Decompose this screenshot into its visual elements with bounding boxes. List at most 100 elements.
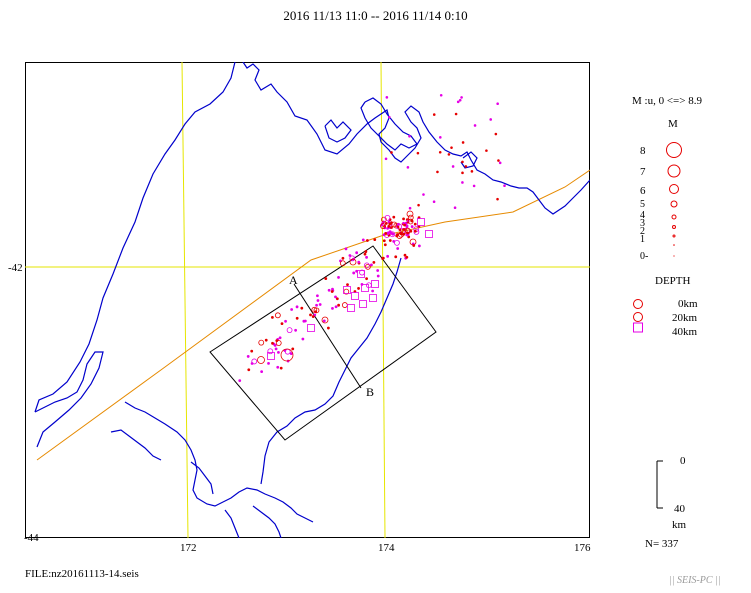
y-tick-42: -42 xyxy=(8,262,23,274)
epicentre-marker xyxy=(355,251,359,255)
epicentre-marker xyxy=(311,306,318,313)
epicentre-marker xyxy=(315,303,318,307)
epicentre-marker xyxy=(402,217,405,221)
epicentre-marker xyxy=(372,260,376,264)
epicentre-marker xyxy=(271,315,274,319)
epicentre-marker xyxy=(365,239,369,242)
epicentre-marker xyxy=(407,218,414,225)
epicentre-marker xyxy=(264,338,268,342)
epicentre-marker xyxy=(335,297,339,301)
epicentre-marker xyxy=(408,134,411,138)
epicentre-marker xyxy=(352,271,356,275)
depth-shallow-symbol xyxy=(633,299,643,309)
epicentre-marker xyxy=(461,181,464,184)
y-tick-44: -44 xyxy=(24,532,39,544)
epicentre-marker xyxy=(258,339,265,346)
epicentre-marker xyxy=(295,316,299,320)
epicentre-marker xyxy=(391,232,395,236)
epicentre-marker xyxy=(331,287,334,291)
epicentre-marker xyxy=(496,102,499,106)
epicentre-marker xyxy=(337,276,340,279)
epicentre-marker xyxy=(277,350,280,354)
epicentre-marker-deep xyxy=(351,292,359,300)
epicentre-marker xyxy=(295,305,299,309)
depth-label-0: 0km xyxy=(678,298,698,310)
magnitude-level-7: 1 xyxy=(640,234,645,245)
epicentre-marker xyxy=(300,306,304,310)
epicentre-marker xyxy=(290,308,294,311)
depth-label-20: 20km xyxy=(672,312,698,324)
epicentre-marker xyxy=(289,352,293,355)
epicentre-marker-deep xyxy=(359,300,367,308)
epicentre-marker xyxy=(456,100,460,104)
epicentre-marker xyxy=(386,232,390,236)
epicentre-marker xyxy=(321,316,329,324)
epicentre-marker xyxy=(274,347,278,351)
epicentre-marker-deep xyxy=(371,280,379,288)
epicentre-marker xyxy=(376,269,380,272)
epicentre-marker xyxy=(284,319,287,323)
epicentre-marker xyxy=(402,228,406,231)
epicentre-marker xyxy=(405,224,409,228)
map-title: 2016 11/13 11:0 -- 2016 11/14 0:10 xyxy=(283,8,468,23)
epicentre-marker xyxy=(380,216,387,223)
epicentre-marker xyxy=(286,327,293,334)
epicentre-marker xyxy=(363,252,367,256)
epicentre-marker xyxy=(503,184,506,188)
epicentre-marker xyxy=(274,312,281,319)
epicentre-marker xyxy=(339,260,346,267)
depth-header: DEPTH xyxy=(655,275,691,287)
magnitude-level-6: 2 xyxy=(640,226,645,237)
epicentre-marker xyxy=(246,355,250,358)
epicentre-marker xyxy=(334,305,338,309)
epicentre-marker xyxy=(373,238,377,241)
epicentre-marker xyxy=(406,166,410,169)
epicentre-marker xyxy=(250,349,254,353)
epicentre-marker-deep xyxy=(361,284,369,292)
epicentre-marker xyxy=(349,258,357,266)
epicentre-marker xyxy=(494,132,498,136)
epicentre-marker xyxy=(383,243,387,247)
epicentre-marker xyxy=(384,231,388,235)
epicentre-marker xyxy=(330,290,334,293)
epicentre-marker xyxy=(407,235,411,239)
magnitude-level-0: 8 xyxy=(640,145,646,157)
epicentre-marker xyxy=(238,379,242,383)
epicentre-marker xyxy=(278,336,282,340)
epicentre-marker xyxy=(489,118,493,121)
epicentre-marker xyxy=(326,326,330,330)
coastline xyxy=(34,62,590,538)
epicentre-marker xyxy=(436,170,439,174)
epicentre-marker xyxy=(458,98,462,102)
epicentre-marker xyxy=(381,257,385,260)
file-label: FILE:nz20161113-14.seis xyxy=(25,568,139,580)
epicentre-markers xyxy=(238,93,506,383)
epicentre-marker-deep xyxy=(267,352,275,360)
magnitude-level-8: 0- xyxy=(640,251,649,262)
epicentre-marker xyxy=(318,303,322,306)
epicentre-marker xyxy=(380,223,386,229)
epicentre-marker xyxy=(413,229,420,235)
epicentre-marker xyxy=(438,150,442,154)
epicentre-marker xyxy=(271,341,274,345)
epicentre-marker xyxy=(406,231,410,235)
epicentre-marker xyxy=(407,214,414,221)
epicentre-marker xyxy=(303,319,307,323)
epicentre-marker xyxy=(260,370,264,374)
depth-symbols xyxy=(633,299,643,333)
epicentre-marker xyxy=(439,93,443,97)
epicentre-marker xyxy=(405,255,409,259)
epicentre-marker xyxy=(316,299,320,302)
epicentre-marker xyxy=(390,151,393,154)
epicentre-marker xyxy=(313,313,317,317)
epicentre-marker xyxy=(385,96,389,99)
magnitude-level-5: 3 xyxy=(640,218,645,229)
epicentre-marker xyxy=(497,159,500,162)
epicentre-marker xyxy=(417,244,421,248)
epicentre-marker xyxy=(394,239,400,246)
epicentre-marker xyxy=(403,223,406,227)
epicentre-marker xyxy=(382,239,386,243)
epicentre-marker xyxy=(413,222,417,226)
epicentre-marker xyxy=(280,348,294,362)
epicentre-marker xyxy=(394,255,398,259)
